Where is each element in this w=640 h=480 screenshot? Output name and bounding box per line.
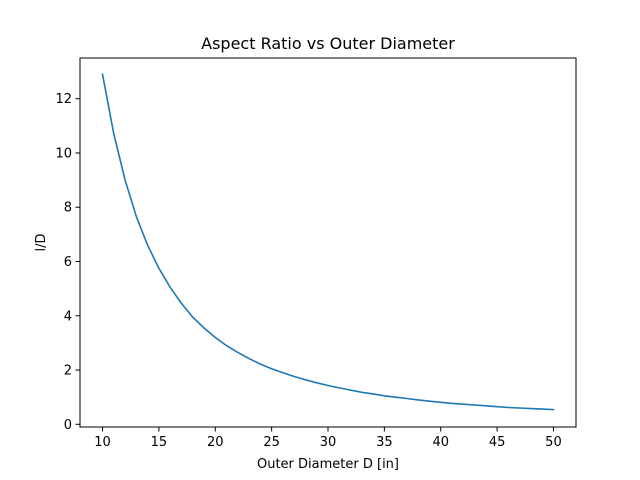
y-tick-label: 6 <box>64 255 72 270</box>
y-tick-label: 10 <box>55 146 72 161</box>
x-tick-label: 40 <box>432 435 449 450</box>
x-tick-label: 25 <box>263 435 280 450</box>
plot-frame <box>79 57 577 428</box>
y-axis-label: l/D <box>34 233 49 251</box>
y-tick-label: 8 <box>64 201 72 216</box>
axes: 10 15 20 25 30 35 40 45 50 0 2 4 6 8 10 12 <box>55 92 561 450</box>
y-tick-label: 4 <box>64 309 72 324</box>
x-tick-label: 10 <box>94 435 111 450</box>
y-tick-label: 12 <box>55 92 72 107</box>
x-tick-label: 45 <box>489 435 506 450</box>
y-tick-label: 0 <box>64 418 72 433</box>
x-tick-label: 15 <box>151 435 168 450</box>
x-tick-label: 30 <box>320 435 337 450</box>
x-tick-label: 35 <box>376 435 393 450</box>
chart-title: Aspect Ratio vs Outer Diameter <box>201 34 455 53</box>
y-tick-label: 2 <box>64 364 72 379</box>
series-group <box>101 73 555 411</box>
series-line-0 <box>101 73 555 411</box>
x-axis-label: Outer Diameter D [in] <box>257 457 399 472</box>
x-tick-label: 50 <box>545 435 562 450</box>
x-tick-label: 20 <box>207 435 224 450</box>
